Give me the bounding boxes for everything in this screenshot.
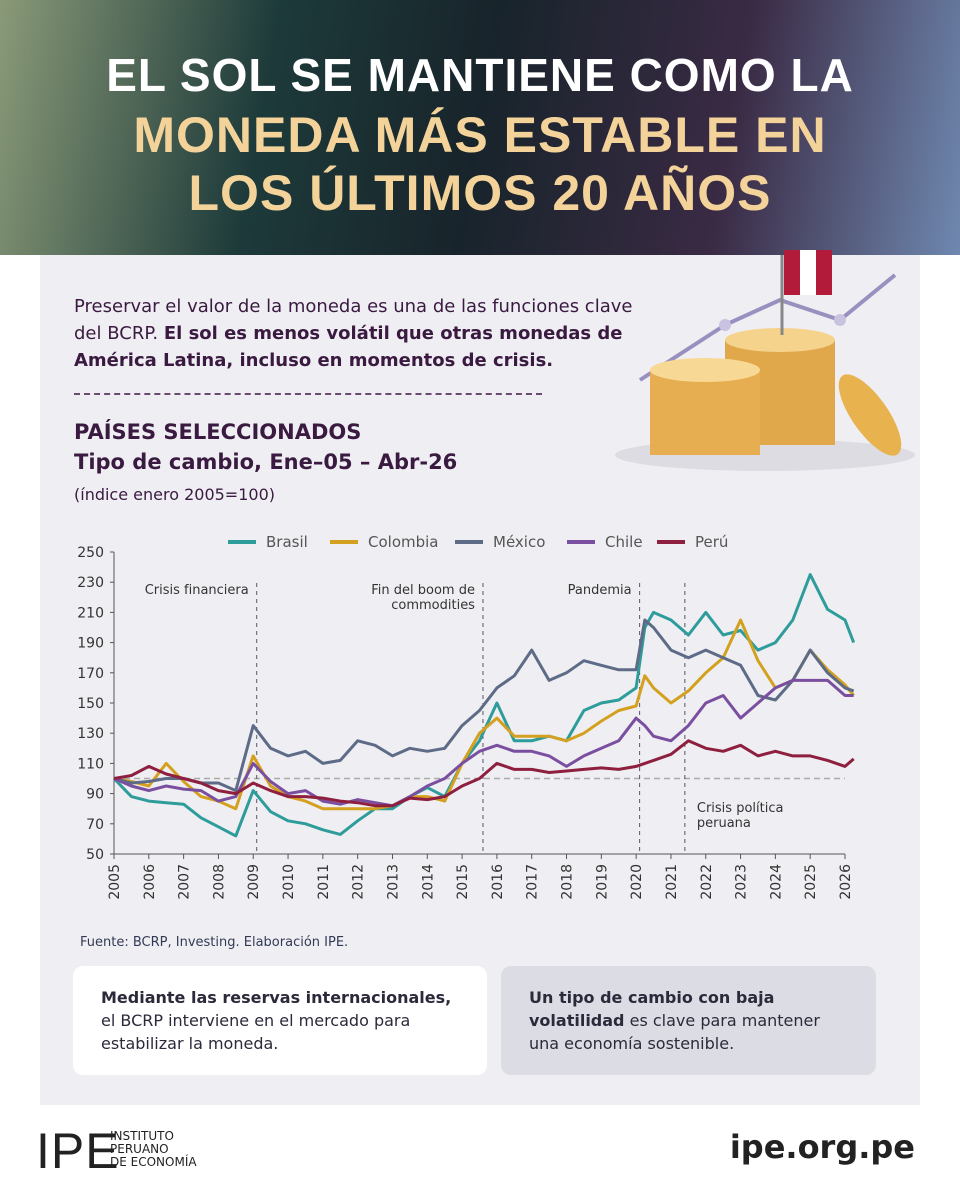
legend-label: Chile	[605, 533, 643, 551]
box-bold: Un tipo de cambio con baja volatilidad	[529, 988, 775, 1030]
header: EL SOL SE MANTIENE COMO LA MONEDA MÁS ES…	[0, 0, 960, 255]
annotation: peruana	[697, 816, 751, 831]
dot	[719, 319, 731, 331]
chart: 50 70 90 110 130 150 170 190 210 230 250 2005 2006 20…	[77, 533, 856, 900]
series-line	[113, 678, 854, 808]
title-line: LOS ÚLTIMOS 20 AÑOS	[188, 165, 772, 221]
y-tick-label: 130	[77, 726, 104, 742]
flag	[816, 250, 832, 295]
x-tick-label: 2008	[211, 864, 227, 900]
series-line	[113, 739, 855, 808]
chart-title: PAÍSES SELECCIONADOS	[74, 420, 362, 444]
chart-subtitle: Tipo de cambio, Ene–05 – Abr-26	[74, 450, 458, 474]
source: Fuente: BCRP, Investing. Elaboración IPE…	[80, 935, 349, 950]
legend-label: Brasil	[266, 533, 308, 551]
box-text: es clave para mantener una economía sost…	[529, 1011, 820, 1053]
org-name: INSTITUTO PERUANO DE ECONOMÍA	[110, 1130, 197, 1169]
box-text: el BCRP interviene en el mercado para es…	[101, 1011, 411, 1053]
y-tick-label: 230	[77, 575, 104, 591]
x-tick-label: 2026	[838, 864, 854, 900]
divider	[74, 393, 542, 395]
y-tick-label: 50	[86, 847, 104, 863]
flag	[800, 250, 816, 295]
legend-label: México	[493, 533, 545, 551]
x-tick-label: 2017	[525, 864, 541, 900]
y-tick-label: 190	[77, 636, 104, 652]
x-tick-label: 2009	[246, 864, 262, 900]
intro-text: Preservar el valor de la moneda es una d…	[74, 296, 633, 344]
x-tick-label: 2006	[142, 864, 158, 900]
org-line: DE ECONOMÍA	[110, 1155, 197, 1169]
y-tick-label: 110	[77, 756, 104, 772]
annotation: Fin del boom de	[371, 583, 475, 598]
y-tick-label: 150	[77, 696, 104, 712]
x-tick-label: 2020	[629, 864, 645, 900]
legend-label: Perú	[695, 533, 728, 551]
series-line	[113, 618, 855, 793]
coin-stack	[650, 328, 902, 456]
intro: Preservar el valor de la moneda es una d…	[74, 293, 644, 374]
x-tick-label: 2016	[490, 864, 506, 900]
trend-arrow	[638, 273, 897, 382]
coins-illustration	[615, 250, 915, 471]
x-tick-label: 2018	[560, 864, 576, 900]
x-tick-label: 2023	[734, 864, 750, 900]
flag	[784, 250, 800, 295]
info-box: Mediante las reservas internacionales, e…	[73, 966, 487, 1075]
title-line: EL SOL SE MANTIENE COMO LA	[106, 49, 854, 101]
chart-note: (índice enero 2005=100)	[74, 485, 275, 504]
box-bold: Mediante las reservas internacionales,	[101, 988, 452, 1007]
x-tick-label: 2010	[281, 864, 297, 900]
annotation: Crisis política	[697, 801, 784, 816]
x-tick-label: 2021	[664, 864, 680, 900]
y-tick-label: 250	[77, 545, 104, 561]
org-line: PERUANO	[110, 1142, 169, 1156]
intro-bold: El sol es menos volátil que otras moneda…	[74, 323, 623, 371]
x-tick-label: 2011	[316, 864, 332, 900]
y-tick-label: 70	[86, 817, 104, 833]
y-tick-label: 90	[86, 787, 104, 803]
x-tick-label: 2013	[385, 864, 401, 900]
annotation: Crisis financiera	[145, 583, 249, 598]
y-tick-label: 170	[77, 666, 104, 682]
x-tick-label: 2014	[420, 864, 436, 900]
x-tick-label: 2025	[803, 864, 819, 900]
x-tick-label: 2022	[699, 864, 715, 900]
x-tick-label: 2012	[351, 864, 367, 900]
url: ipe.org.pe	[729, 1128, 915, 1166]
dot	[834, 314, 846, 326]
annotation: commodities	[391, 598, 475, 613]
logo: IPE	[36, 1123, 120, 1179]
legend-label: Colombia	[368, 533, 439, 551]
org-line: INSTITUTO	[110, 1129, 174, 1143]
x-tick-label: 2015	[455, 864, 471, 900]
annotation: Pandemia	[568, 583, 632, 598]
title-line: MONEDA MÁS ESTABLE EN	[133, 107, 827, 163]
x-tick-label: 2005	[107, 864, 123, 900]
x-tick-label: 2019	[594, 864, 610, 900]
x-tick-label: 2024	[768, 864, 784, 900]
info-box: Un tipo de cambio con baja volatilidad e…	[501, 966, 876, 1075]
y-tick-label: 210	[77, 605, 104, 621]
x-tick-label: 2007	[177, 864, 193, 900]
